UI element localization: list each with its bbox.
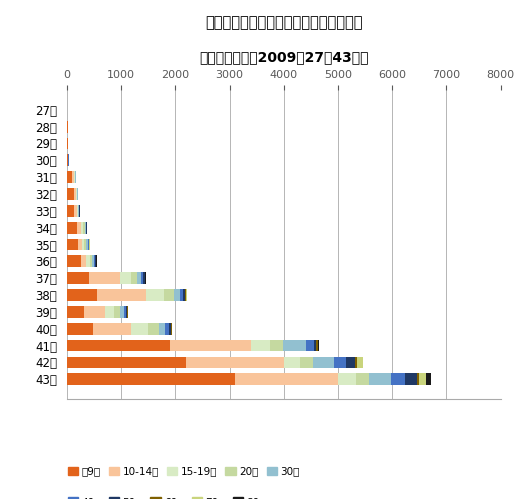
Bar: [144, 272, 145, 284]
Bar: [67, 255, 80, 267]
Bar: [93, 323, 131, 335]
Bar: [391, 373, 405, 385]
Bar: [127, 306, 128, 318]
Bar: [174, 289, 180, 301]
Bar: [158, 323, 165, 335]
Bar: [67, 272, 89, 284]
Bar: [120, 272, 131, 284]
Bar: [416, 373, 419, 385]
Bar: [76, 205, 77, 217]
Bar: [85, 239, 86, 250]
Bar: [169, 323, 171, 335]
Bar: [283, 340, 306, 351]
Bar: [346, 356, 356, 368]
Bar: [94, 255, 95, 267]
Bar: [314, 340, 316, 351]
Bar: [74, 205, 76, 217]
Bar: [67, 306, 85, 318]
Bar: [72, 171, 74, 183]
Bar: [124, 306, 126, 318]
Bar: [186, 356, 284, 368]
Bar: [105, 306, 114, 318]
Bar: [419, 373, 426, 385]
Bar: [334, 356, 346, 368]
Bar: [80, 255, 86, 267]
Bar: [86, 222, 87, 234]
Legend: 40代, 50代, 60代, 70代, 80歳以上: 40代, 50代, 60代, 70代, 80歳以上: [63, 493, 282, 499]
Bar: [67, 188, 74, 200]
Bar: [171, 323, 172, 335]
Bar: [356, 373, 369, 385]
Bar: [149, 323, 158, 335]
Bar: [77, 205, 78, 217]
Bar: [67, 373, 235, 385]
Bar: [78, 205, 79, 217]
Bar: [180, 289, 183, 301]
Bar: [89, 272, 120, 284]
Bar: [67, 154, 68, 166]
Bar: [170, 340, 251, 351]
Bar: [313, 356, 334, 368]
Bar: [90, 255, 92, 267]
Bar: [82, 239, 85, 250]
Bar: [67, 121, 68, 133]
Bar: [316, 340, 318, 351]
Bar: [92, 255, 94, 267]
Bar: [131, 323, 149, 335]
Bar: [95, 255, 96, 267]
Bar: [369, 373, 391, 385]
Bar: [143, 272, 144, 284]
Bar: [86, 255, 90, 267]
Bar: [126, 306, 127, 318]
Bar: [67, 289, 98, 301]
Bar: [67, 340, 170, 351]
Bar: [235, 373, 338, 385]
Bar: [67, 222, 77, 234]
Bar: [114, 306, 120, 318]
Bar: [74, 171, 75, 183]
Bar: [77, 239, 82, 250]
Bar: [270, 340, 283, 351]
Bar: [67, 239, 77, 250]
Bar: [85, 222, 86, 234]
Bar: [67, 323, 93, 335]
Bar: [185, 289, 186, 301]
Bar: [251, 340, 270, 351]
Bar: [98, 289, 146, 301]
Bar: [76, 188, 77, 200]
Bar: [146, 289, 164, 301]
Bar: [306, 340, 314, 351]
Bar: [67, 171, 72, 183]
Bar: [85, 306, 105, 318]
Bar: [426, 373, 430, 385]
Bar: [77, 222, 80, 234]
Text: （年齢階層別、2009年27〜43週）: （年齢階層別、2009年27〜43週）: [199, 50, 368, 64]
Bar: [357, 356, 363, 368]
Bar: [183, 289, 185, 301]
Bar: [164, 289, 174, 301]
Bar: [300, 356, 313, 368]
Bar: [405, 373, 416, 385]
Bar: [120, 306, 124, 318]
Bar: [131, 272, 137, 284]
Bar: [67, 205, 74, 217]
Bar: [86, 239, 88, 250]
Bar: [356, 356, 357, 368]
Bar: [83, 222, 85, 234]
Bar: [80, 222, 83, 234]
Bar: [88, 239, 89, 250]
Bar: [165, 323, 169, 335]
Bar: [338, 373, 356, 385]
Bar: [141, 272, 143, 284]
Bar: [137, 272, 141, 284]
Bar: [74, 188, 76, 200]
Bar: [284, 356, 300, 368]
Text: 東京都におけるインフルエンザの報告数: 東京都におけるインフルエンザの報告数: [205, 15, 363, 30]
Bar: [67, 356, 186, 368]
